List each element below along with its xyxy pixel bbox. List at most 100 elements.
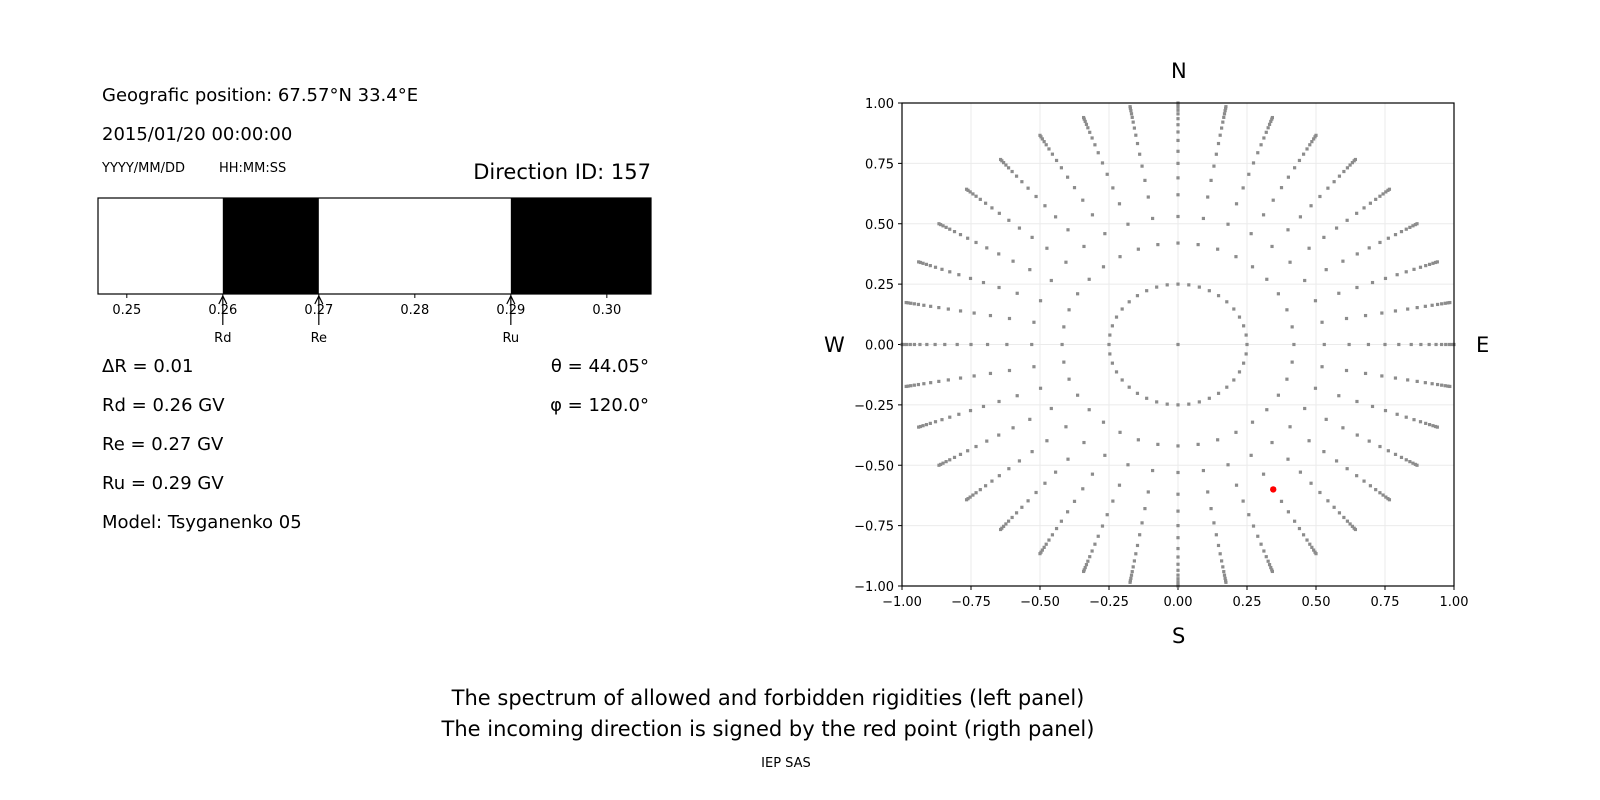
direction-point bbox=[1413, 222, 1417, 227]
direction-point bbox=[1367, 439, 1371, 443]
direction-point bbox=[1244, 352, 1248, 356]
direction-point bbox=[1225, 300, 1229, 304]
direction-point bbox=[1045, 246, 1049, 250]
direction-point bbox=[1447, 342, 1451, 347]
direction-point bbox=[1176, 108, 1180, 112]
direction-point bbox=[1143, 178, 1147, 182]
direction-point bbox=[1250, 420, 1255, 424]
direction-point bbox=[921, 424, 925, 428]
direction-point bbox=[1066, 228, 1070, 232]
direction-point bbox=[1293, 519, 1297, 523]
y-tick-label: −0.25 bbox=[854, 399, 894, 414]
direction-point bbox=[1259, 542, 1263, 546]
direction-point bbox=[1251, 524, 1256, 528]
direction-point bbox=[1332, 180, 1336, 184]
direction-point bbox=[1424, 264, 1428, 268]
direction-point bbox=[1176, 524, 1180, 528]
direction-point bbox=[1367, 246, 1371, 250]
direction-point bbox=[1337, 174, 1342, 178]
direction-point bbox=[1395, 412, 1399, 416]
direction-point bbox=[902, 342, 906, 347]
y-tick-label: −0.75 bbox=[854, 520, 894, 535]
direction-point bbox=[1234, 483, 1239, 487]
model-name: Model: Tsyganenko 05 bbox=[102, 512, 302, 533]
direction-point bbox=[1448, 300, 1452, 305]
direction-point bbox=[1395, 273, 1399, 277]
direction-point bbox=[1201, 468, 1206, 473]
direction-point bbox=[990, 479, 994, 483]
direction-point bbox=[1404, 227, 1408, 231]
direction-point bbox=[997, 252, 1001, 256]
direction-point bbox=[948, 458, 952, 462]
marker-arrowhead bbox=[314, 294, 324, 305]
direction-point bbox=[1105, 172, 1109, 176]
direction-point bbox=[1096, 151, 1100, 155]
direction-point bbox=[1007, 316, 1012, 321]
direction-point bbox=[1314, 133, 1318, 137]
direction-point bbox=[1266, 559, 1270, 563]
direction-point bbox=[1433, 424, 1438, 429]
direction-point bbox=[1286, 228, 1290, 232]
direction-point bbox=[1435, 382, 1440, 387]
datetime: 2015/01/20 00:00:00 bbox=[102, 124, 293, 145]
caption-line-1: The spectrum of allowed and forbidden ri… bbox=[451, 686, 1085, 710]
direction-point bbox=[1348, 163, 1352, 167]
direction-point bbox=[981, 404, 986, 409]
direction-point bbox=[1232, 378, 1236, 382]
direction-point bbox=[1286, 510, 1290, 514]
direction-point bbox=[1045, 439, 1049, 443]
direction-point bbox=[1050, 533, 1055, 537]
direction-point bbox=[1005, 342, 1009, 347]
direction-point bbox=[1305, 147, 1309, 151]
direction-point bbox=[912, 302, 916, 306]
direction-point bbox=[1053, 215, 1058, 219]
direction-point bbox=[1404, 458, 1408, 462]
direction-point bbox=[985, 246, 989, 250]
direction-point bbox=[1324, 268, 1328, 272]
direction-point bbox=[1443, 384, 1447, 388]
direction-point bbox=[1223, 106, 1228, 110]
direction-point bbox=[1378, 491, 1382, 495]
direction-id: Direction ID: 157 bbox=[473, 160, 651, 184]
direction-point bbox=[1216, 543, 1221, 548]
direction-point bbox=[1117, 483, 1122, 487]
direction-point bbox=[966, 449, 970, 453]
direction-point bbox=[1030, 450, 1034, 454]
direction-point bbox=[1270, 115, 1274, 120]
direction-point bbox=[1386, 449, 1390, 453]
direction-point bbox=[1348, 522, 1352, 526]
direction-point bbox=[1129, 576, 1133, 580]
direction-point bbox=[941, 224, 945, 228]
direction-point bbox=[1201, 216, 1206, 221]
direction-point bbox=[1363, 371, 1368, 376]
direction-point bbox=[1105, 513, 1109, 517]
direction-point bbox=[1418, 265, 1423, 269]
incoming-direction-point bbox=[1270, 486, 1277, 493]
direction-point bbox=[1015, 291, 1019, 295]
direction-point bbox=[1140, 521, 1144, 525]
direction-point bbox=[1034, 194, 1038, 199]
direction-point bbox=[1450, 342, 1454, 347]
direction-point bbox=[1374, 197, 1378, 201]
direction-point bbox=[997, 474, 1001, 478]
direction-point bbox=[917, 260, 921, 264]
direction-point bbox=[1130, 570, 1134, 574]
direction-point bbox=[1049, 278, 1053, 283]
direction-point bbox=[1090, 136, 1094, 140]
direction-point bbox=[1279, 186, 1284, 190]
direction-point bbox=[1011, 259, 1015, 263]
direction-point bbox=[1066, 457, 1070, 461]
direction-point bbox=[1197, 285, 1201, 289]
direction-point bbox=[1350, 524, 1354, 528]
direction-point bbox=[940, 267, 944, 271]
direction-point bbox=[1307, 246, 1311, 250]
direction-point bbox=[1443, 301, 1447, 305]
direction-point bbox=[1269, 565, 1273, 570]
direction-point bbox=[929, 381, 933, 385]
direction-point bbox=[998, 527, 1003, 532]
y-tick-label: −0.50 bbox=[854, 459, 894, 474]
x-tick-label: 0.28 bbox=[400, 303, 429, 318]
theta-value: θ = 44.05° bbox=[550, 356, 649, 377]
direction-point bbox=[1431, 261, 1435, 265]
direction-point bbox=[1176, 193, 1180, 197]
